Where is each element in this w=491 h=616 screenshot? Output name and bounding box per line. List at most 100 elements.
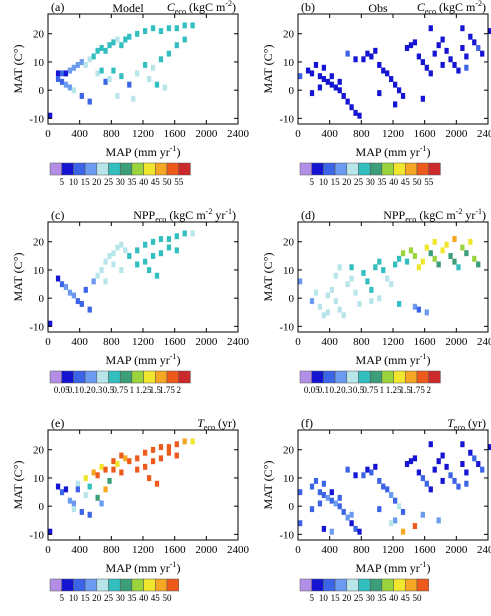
heatmap-cell: [476, 261, 481, 268]
title-part: yr: [212, 208, 225, 222]
heatmap-cell: [313, 289, 319, 296]
heatmap-cell: [150, 446, 156, 453]
heatmap-cell: [79, 508, 84, 515]
heatmap-cell: [440, 247, 445, 254]
colorbar-label: 50: [413, 177, 423, 187]
heatmap-cell: [432, 255, 437, 262]
xlabel-sup: -1: [420, 352, 427, 361]
title-part: (kgC m: [416, 208, 456, 222]
heatmap-cell: [115, 461, 120, 467]
x-tick-label: 400: [71, 128, 88, 140]
colorbar-swatch: [381, 370, 394, 384]
heatmap-cell: [131, 95, 136, 102]
colorbar-swatch: [323, 578, 336, 592]
colorbar-label: 0.1: [68, 385, 79, 395]
colorbar-label: 40: [389, 593, 399, 603]
heatmap-cell: [424, 480, 429, 487]
heatmap-cell: [143, 61, 148, 68]
heatmap-cell: [99, 67, 104, 74]
colorbar-swatch: [299, 162, 312, 176]
colorbar-swatch: [405, 162, 418, 176]
heatmap-cell: [369, 469, 374, 476]
colorbar-swatch: [381, 162, 394, 176]
title-part: -2: [456, 207, 463, 216]
y-tick-label: 10: [283, 265, 295, 277]
colorbar-swatch: [166, 162, 179, 176]
x-tick-label: 1600: [164, 544, 187, 556]
x-axis-label: MAP (mm yr-1): [356, 352, 431, 367]
xlabel-sup: -1: [170, 352, 177, 361]
heatmap-cell: [420, 95, 425, 102]
heatmap-cell: [107, 42, 112, 49]
title-part: T: [197, 416, 205, 430]
heatmap-cell: [115, 244, 120, 251]
heatmap-cell: [349, 511, 354, 518]
x-tick-label: 0: [45, 336, 51, 348]
heatmap-cell: [87, 56, 92, 63]
heatmap-cell: [174, 233, 179, 240]
heatmap-cell: [158, 455, 164, 462]
colorbar-label: 5: [59, 177, 64, 187]
colorbar-swatch: [119, 578, 133, 592]
heatmap-cell: [396, 255, 402, 262]
heatmap-cell: [63, 81, 69, 88]
heatmap-cell: [174, 247, 179, 254]
heatmap-cell: [158, 444, 164, 451]
heatmap-cell: [75, 61, 80, 68]
x-tick-label: 1200: [132, 128, 155, 140]
colorbar-label: 1.75: [159, 385, 175, 395]
colorbar-label: 40: [139, 593, 149, 603]
heatmap-cell: [182, 22, 187, 29]
heatmap-cell: [464, 250, 469, 257]
y-tick-label: -10: [279, 113, 294, 125]
title-part: C: [417, 0, 426, 14]
x-tick-label: 1200: [132, 336, 155, 348]
heatmap-cell: [99, 463, 104, 470]
heatmap-cell: [83, 492, 88, 498]
y-tick-label: 20: [283, 29, 295, 41]
colorbar-label: 0.5: [353, 385, 365, 395]
x-tick-label: 800: [103, 128, 120, 140]
heatmap-cell: [460, 441, 465, 448]
colorbar-label: 1.25: [386, 385, 402, 395]
heatmap-cell: [119, 267, 124, 274]
y-tick-label: 20: [283, 445, 295, 457]
x-tick-label: 0: [45, 544, 51, 556]
xlabel-part: ): [426, 353, 430, 367]
colorbar-label: 35: [377, 177, 387, 187]
heatmap-cell: [361, 269, 366, 276]
y-tick-label: 0: [39, 85, 45, 97]
panel-label: (d): [301, 208, 315, 222]
colorbar-swatch: [119, 162, 133, 176]
heatmap-cell: [329, 73, 334, 80]
heatmap-cell: [59, 78, 65, 85]
heatmap-cell: [91, 469, 96, 476]
heatmap-cell: [298, 489, 303, 496]
heatmap-cell: [87, 483, 92, 490]
colorbar-swatch: [358, 578, 371, 592]
title-part: yr: [462, 208, 475, 222]
colorbar-swatch: [334, 370, 348, 384]
heatmap-cell: [95, 47, 100, 54]
heatmap-cell: [420, 511, 425, 518]
colorbar-label: 0.1: [318, 385, 329, 395]
heatmap-cell: [99, 267, 104, 274]
heatmap-cell: [448, 472, 453, 479]
colorbar-swatch: [311, 370, 324, 384]
colorbar-label: 25: [354, 593, 364, 603]
heatmap-cell: [150, 238, 156, 245]
colorbar-label: 1.5: [400, 385, 412, 395]
colorbar-label: 20: [92, 177, 102, 187]
colorbar-label: 2: [426, 385, 431, 395]
heatmap-cell: [111, 458, 116, 465]
heatmap-cell: [448, 56, 453, 63]
heatmap-cell: [305, 67, 311, 74]
heatmap-cell: [389, 281, 394, 288]
heatmap-cell: [313, 477, 319, 484]
heatmap-cell: [317, 489, 323, 496]
heatmap-cell: [103, 47, 108, 54]
colorbar-label: 0.3: [91, 385, 103, 395]
heatmap-cell: [166, 236, 172, 243]
